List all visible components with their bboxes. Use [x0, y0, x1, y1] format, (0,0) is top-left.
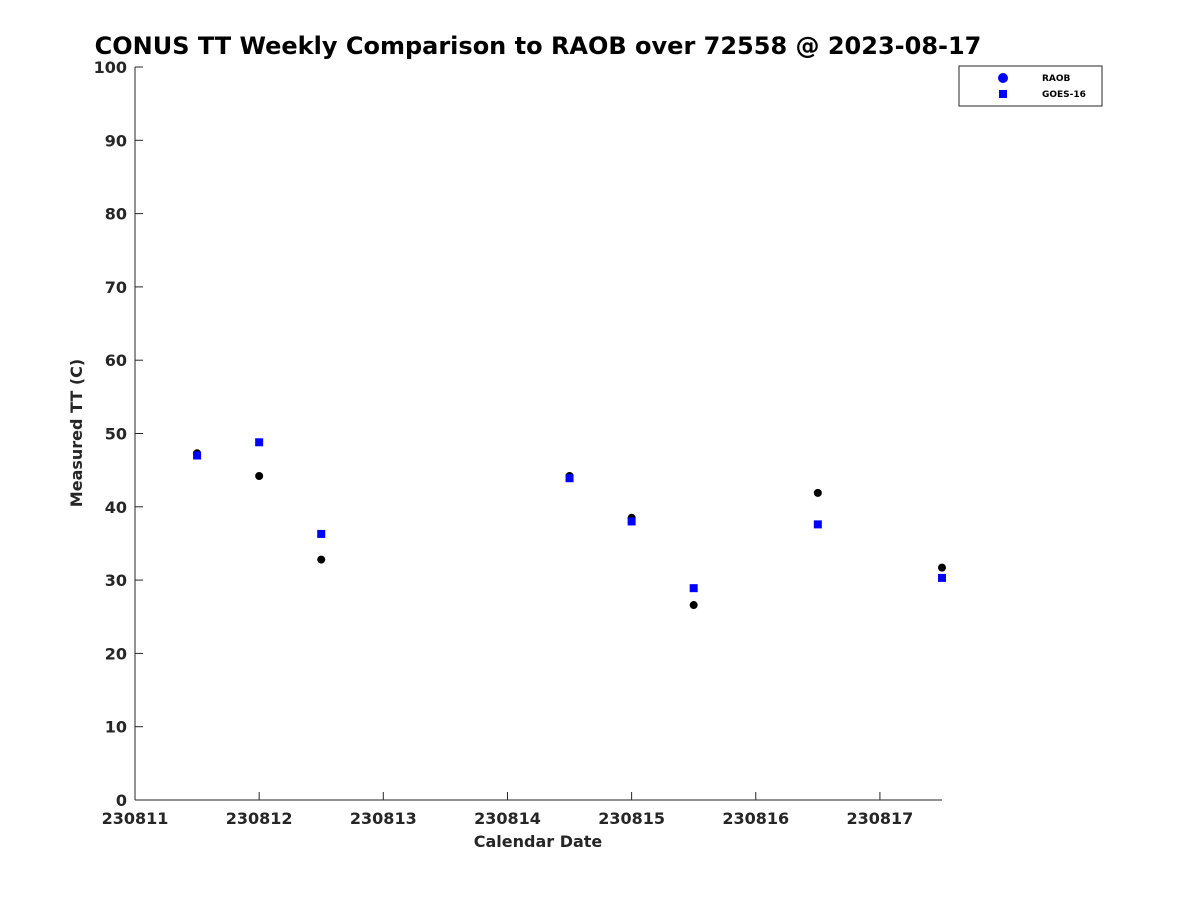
legend-marker-goes-16	[999, 90, 1007, 98]
raob-point	[689, 601, 698, 610]
raob-point	[813, 488, 822, 497]
goes-16-point	[813, 520, 822, 529]
legend: RAOB GOES-16	[958, 65, 1103, 107]
x-tick-label: 230817	[847, 809, 914, 828]
x-tick-label: 230813	[350, 809, 417, 828]
y-tick-label: 10	[105, 718, 127, 737]
goes-16-point	[938, 573, 946, 582]
y-tick-label: 0	[116, 791, 127, 810]
goes-16-point	[317, 529, 326, 538]
x-axis-label: Calendar Date	[474, 832, 603, 851]
legend-label-goes-16: GOES-16	[1042, 90, 1086, 100]
legend-label-raob: RAOB	[1042, 74, 1071, 84]
legend-box	[958, 65, 1103, 107]
y-axis-label: Measured TT (C)	[67, 359, 86, 507]
x-tick-label: 230815	[598, 809, 665, 828]
points-layer	[193, 438, 946, 610]
chart-title: CONUS TT Weekly Comparison to RAOB over …	[95, 32, 982, 60]
y-tick-label: 30	[105, 571, 127, 590]
y-tick-label: 40	[105, 498, 127, 517]
goes-16-point	[689, 584, 698, 593]
axes-layer: 0 10 20 30 40 50 60 70 80 90 100 230811 230812 230813…	[94, 58, 942, 828]
x-tick-label: 230811	[102, 809, 169, 828]
y-tick-label: 50	[105, 425, 127, 444]
raob-point	[938, 563, 946, 572]
y-tick-label: 60	[105, 351, 127, 370]
y-tick-label: 90	[105, 131, 127, 150]
y-tick-label: 70	[105, 278, 127, 297]
y-tick-label: 80	[105, 205, 127, 224]
raob-point	[317, 555, 326, 564]
y-tick-label: 100	[94, 58, 127, 77]
x-tick-label: 230812	[226, 809, 293, 828]
raob-point	[255, 472, 264, 481]
goes-16-point	[627, 517, 636, 526]
goes-16-point	[255, 438, 264, 447]
goes-16-point	[193, 451, 202, 460]
goes-16-point	[565, 474, 574, 483]
legend-marker-raob	[998, 73, 1008, 83]
x-tick-label: 230816	[722, 809, 789, 828]
y-tick-label: 20	[105, 644, 127, 663]
x-tick-label: 230814	[474, 809, 541, 828]
